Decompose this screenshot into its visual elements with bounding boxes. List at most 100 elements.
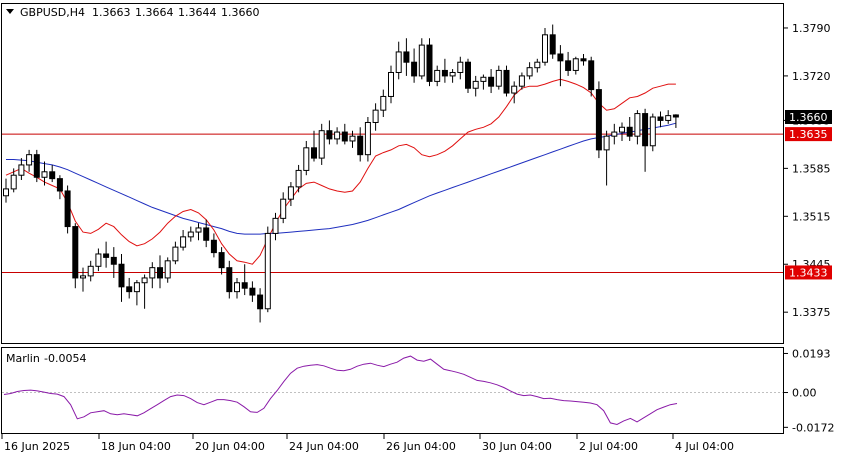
candle-body: [465, 61, 471, 89]
candle: [195, 223, 202, 241]
candle: [418, 38, 425, 80]
indicator-axis: 0.0193 0.00 -0.0172: [783, 347, 834, 434]
candle: [534, 58, 541, 73]
marlin-polyline: [3, 355, 678, 426]
candle-body: [249, 287, 256, 296]
candle-body: [580, 58, 587, 62]
symbol-dropdown-icon[interactable]: [6, 9, 14, 14]
price-tick-label: 1.3375: [792, 306, 831, 319]
candle: [349, 130, 356, 148]
candle: [164, 257, 171, 283]
current-price-tag: 1.3660: [789, 111, 828, 124]
candle-body: [403, 51, 410, 63]
candle: [141, 274, 148, 309]
candle-body: [203, 227, 210, 241]
candle: [572, 56, 579, 75]
candle-body: [326, 130, 333, 140]
candle: [264, 226, 271, 313]
candle-body: [334, 131, 341, 140]
candle-body: [457, 61, 464, 73]
candle-body: [572, 58, 579, 71]
candle-body: [434, 69, 441, 82]
candle: [380, 89, 387, 117]
candle-body: [311, 147, 317, 159]
candle-body: [426, 44, 433, 82]
candle-body: [503, 69, 510, 94]
candle: [395, 41, 402, 80]
candle-body: [295, 169, 302, 188]
candle: [411, 48, 418, 83]
candle-body: [10, 174, 17, 190]
candle-body: [87, 265, 94, 277]
time-tick-label: 18 Jun 04:00: [101, 440, 171, 453]
candle-body: [518, 75, 525, 87]
ohlc-close: 1.3660: [221, 6, 260, 19]
price-tick-label: 1.3515: [792, 210, 831, 223]
candle: [672, 114, 679, 128]
candle-body: [642, 113, 649, 147]
ma-red-polyline: [5, 78, 676, 265]
time-tick-label: 4 Jul 04:00: [675, 440, 734, 453]
candle: [287, 182, 294, 207]
candle: [33, 149, 40, 183]
candle: [565, 51, 572, 76]
candle: [10, 168, 17, 193]
candle-body: [272, 217, 279, 234]
candle: [511, 81, 518, 104]
candle-body: [141, 277, 148, 284]
candle-body: [234, 282, 240, 293]
candle: [472, 75, 479, 97]
candle: [326, 120, 333, 145]
candle: [64, 185, 71, 234]
candle: [372, 103, 379, 131]
candle-body: [372, 109, 379, 123]
candle: [87, 260, 94, 282]
candle-body: [257, 294, 264, 310]
candle-body: [3, 188, 9, 197]
candle-body: [26, 154, 33, 166]
candle: [357, 127, 364, 162]
candle-body: [588, 60, 595, 91]
candle: [26, 149, 33, 172]
candle: [103, 241, 110, 268]
candle: [226, 260, 233, 299]
price-tags: 1.3660 1.3635 1.3433: [785, 110, 832, 280]
candle: [334, 127, 341, 145]
candle-body: [41, 171, 48, 178]
candle-body: [72, 226, 79, 279]
candle: [649, 113, 656, 152]
candle: [210, 233, 217, 258]
level-tag-upper-bg: [785, 127, 832, 142]
candle-body: [287, 186, 294, 200]
candle: [80, 267, 86, 292]
candle: [18, 158, 25, 181]
candle: [518, 72, 525, 90]
candle: [434, 65, 441, 87]
candle-body: [218, 252, 225, 269]
candle: [118, 253, 125, 302]
candle: [249, 281, 256, 302]
candle-body: [488, 76, 495, 87]
candle-body: [649, 116, 656, 147]
candle-body: [95, 253, 102, 267]
candle: [495, 65, 502, 90]
candle: [595, 81, 602, 159]
candle-body: [611, 131, 618, 137]
candle: [611, 123, 618, 145]
candle-body: [349, 135, 356, 142]
candle: [318, 123, 325, 165]
candle: [480, 74, 487, 90]
candle: [41, 161, 48, 186]
candle-body: [557, 53, 564, 62]
candle: [580, 53, 587, 66]
time-axis: 16 Jun 2025 18 Jun 04:00 20 Jun 04:00 24 Ju…: [1, 433, 734, 453]
candle-body: [226, 267, 233, 293]
candle-body: [157, 267, 163, 279]
candle-body: [565, 60, 572, 71]
candle: [603, 130, 610, 186]
candle-body: [619, 126, 625, 133]
candle-body: [449, 71, 456, 77]
indicator-tick-label: 0.00: [792, 387, 817, 400]
candle-body: [441, 69, 448, 77]
